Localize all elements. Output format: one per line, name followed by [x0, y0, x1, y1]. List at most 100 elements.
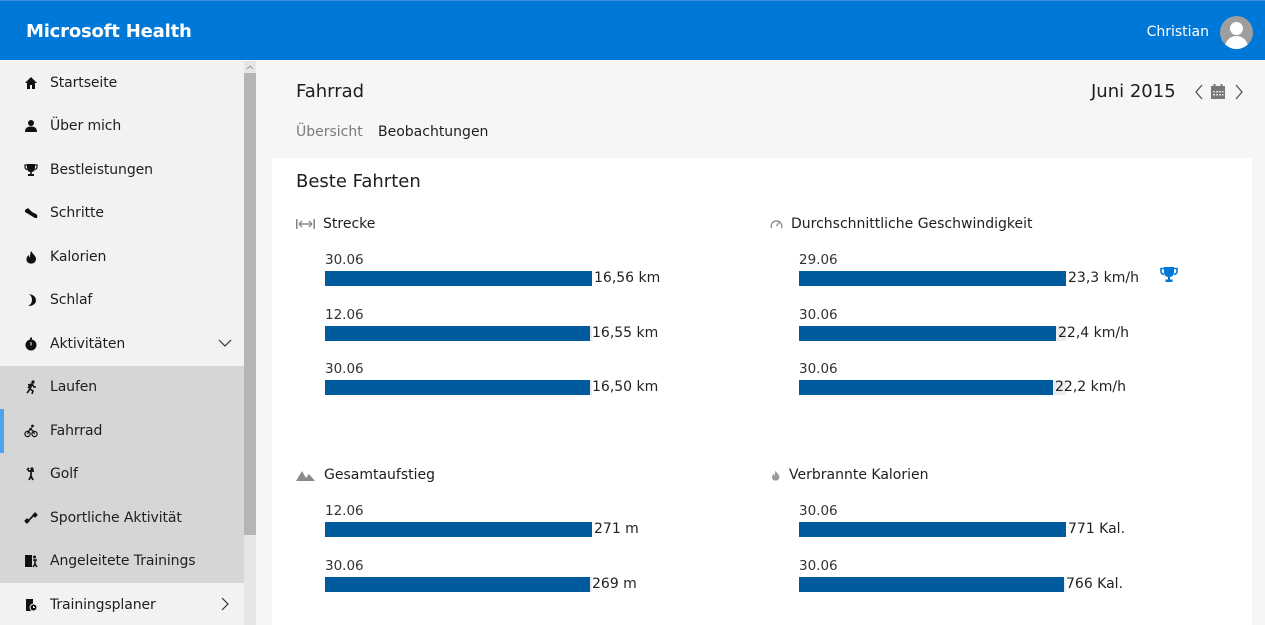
app-title[interactable]: Microsoft Health [26, 21, 192, 42]
sidebar-item-angeleitete-trainings[interactable]: Angeleitete Trainings [0, 539, 244, 583]
scrollbar-thumb[interactable] [244, 73, 256, 535]
sidebar-item-label: Sportliche Aktivität [50, 509, 182, 526]
ride-row[interactable]: 12.06 271 m [325, 503, 745, 547]
sidebar-item-label: Golf [50, 466, 78, 483]
shoe-icon [0, 206, 50, 220]
ride-date: 30.06 [799, 557, 838, 574]
bar-fill [799, 325, 1056, 341]
ride-row[interactable]: 29.06 23,3 km/h [799, 252, 1219, 296]
sidebar-item-trainingsplaner[interactable]: Trainingsplaner [0, 583, 244, 625]
scroll-up-arrow-icon[interactable] [244, 61, 256, 73]
ride-date: 12.06 [325, 503, 364, 519]
trophy-icon [1160, 267, 1178, 282]
ride-value: 771 Kal. [1068, 521, 1126, 537]
distance-icon [296, 219, 315, 229]
person-icon [0, 119, 50, 133]
sidebar-item-schritte[interactable]: Schritte [0, 192, 244, 236]
sidebar-item-label: Angeleitete Trainings [50, 553, 196, 570]
sidebar-item-schlaf[interactable]: Schlaf [0, 279, 244, 323]
ride-row[interactable]: 30.06 22,4 km/h [799, 307, 1219, 351]
run-icon [0, 380, 50, 395]
bar-track [799, 271, 1066, 286]
ride-date: 30.06 [799, 503, 838, 519]
sidebar-item-sportliche-aktivitaet[interactable]: Sportliche Aktivität [0, 496, 244, 540]
sidebar-item-label: Startseite [50, 74, 118, 91]
dumbbell-icon [0, 511, 50, 525]
ride-date: 30.06 [325, 557, 364, 574]
previous-period-icon[interactable] [1192, 82, 1206, 102]
next-period-icon[interactable] [1232, 82, 1246, 102]
sidebar-item-label: Aktivitäten [50, 335, 126, 352]
ride-value: 269 m [592, 575, 637, 592]
period-label: Juni 2015 [1091, 81, 1176, 102]
ride-date: 30.06 [325, 361, 364, 377]
tab-uebersicht[interactable]: Übersicht [296, 124, 363, 140]
ride-date: 30.06 [325, 252, 364, 268]
bar-fill [325, 522, 592, 537]
guided-workout-icon [0, 554, 50, 568]
mountain-icon [296, 471, 315, 481]
metric-title: Strecke [323, 216, 376, 232]
moon-icon [0, 293, 50, 307]
ride-date: 12.06 [325, 306, 364, 323]
sidebar-item-label: Bestleistungen [50, 161, 153, 178]
sidebar-item-label: Schritte [50, 205, 104, 222]
sidebar-item-label: Über mich [50, 118, 122, 135]
ride-row[interactable]: 12.06 16,55 km [325, 307, 745, 351]
ride-date: 29.06 [799, 252, 838, 268]
bar-fill [799, 576, 1064, 592]
user-name[interactable]: Christian [1146, 24, 1209, 40]
planner-icon [0, 598, 50, 612]
ride-row[interactable]: 30.06 269 m [325, 558, 745, 602]
ride-value: 271 m [594, 521, 639, 537]
active-indicator [0, 409, 4, 453]
bar-fill [799, 522, 1066, 537]
ride-row[interactable]: 30.06 771 Kal. [799, 503, 1219, 547]
metric-header: Verbrannte Kalorien [770, 465, 928, 485]
bar-track [799, 522, 1066, 537]
bar-fill [325, 380, 590, 395]
stopwatch-icon [0, 337, 50, 351]
bar-track [325, 325, 592, 341]
ride-value: 23,3 km/h [1068, 270, 1139, 286]
bar-track [325, 576, 592, 592]
sidebar-scrollbar[interactable] [244, 61, 256, 625]
sidebar-item-laufen[interactable]: Laufen [0, 365, 244, 409]
chevron-down-icon[interactable] [216, 334, 234, 352]
sidebar-item-startseite[interactable]: Startseite [0, 61, 244, 105]
bar-fill [799, 271, 1066, 286]
ride-row[interactable]: 30.06 16,50 km [325, 361, 745, 405]
best-rides-card: Beste Fahrten Strecke 30.06 16,56 km 12.06… [272, 158, 1252, 625]
tab-beobachtungen[interactable]: Beobachtungen [378, 124, 489, 140]
trophy-icon [0, 163, 50, 177]
avatar[interactable] [1220, 16, 1253, 49]
sidebar-item-label: Kalorien [50, 248, 107, 265]
metric-title: Verbrannte Kalorien [789, 467, 929, 483]
bar-fill [325, 271, 592, 286]
golf-icon [0, 467, 50, 481]
bar-track [325, 380, 592, 395]
sidebar-item-fahrrad[interactable]: Fahrrad [0, 409, 244, 453]
bar-track [325, 271, 592, 286]
bar-track [799, 576, 1066, 592]
chevron-right-icon[interactable] [216, 595, 234, 613]
ride-value: 16,55 km [592, 324, 659, 341]
ride-value: 22,4 km/h [1058, 324, 1129, 341]
ride-row[interactable]: 30.06 16,56 km [325, 252, 745, 296]
bar-track [799, 380, 1066, 395]
sidebar-item-ueber-mich[interactable]: Über mich [0, 105, 244, 149]
avatar-body [1225, 36, 1248, 49]
sidebar-item-kalorien[interactable]: Kalorien [0, 235, 244, 279]
sidebar-item-label: Trainingsplaner [50, 596, 156, 613]
ride-row[interactable]: 30.06 22,2 km/h [799, 361, 1219, 405]
sidebar-item-golf[interactable]: Golf [0, 452, 244, 496]
calendar-icon[interactable] [1210, 83, 1226, 100]
ride-row[interactable]: 30.06 766 Kal. [799, 558, 1219, 602]
home-icon [0, 76, 50, 90]
bar-fill [325, 576, 590, 592]
flame-icon [0, 250, 50, 264]
sidebar-item-aktivitaeten[interactable]: Aktivitäten [0, 322, 244, 366]
sidebar-item-bestleistungen[interactable]: Bestleistungen [0, 148, 244, 192]
avatar-head [1230, 22, 1243, 35]
sidebar-item-label: Laufen [50, 379, 98, 396]
